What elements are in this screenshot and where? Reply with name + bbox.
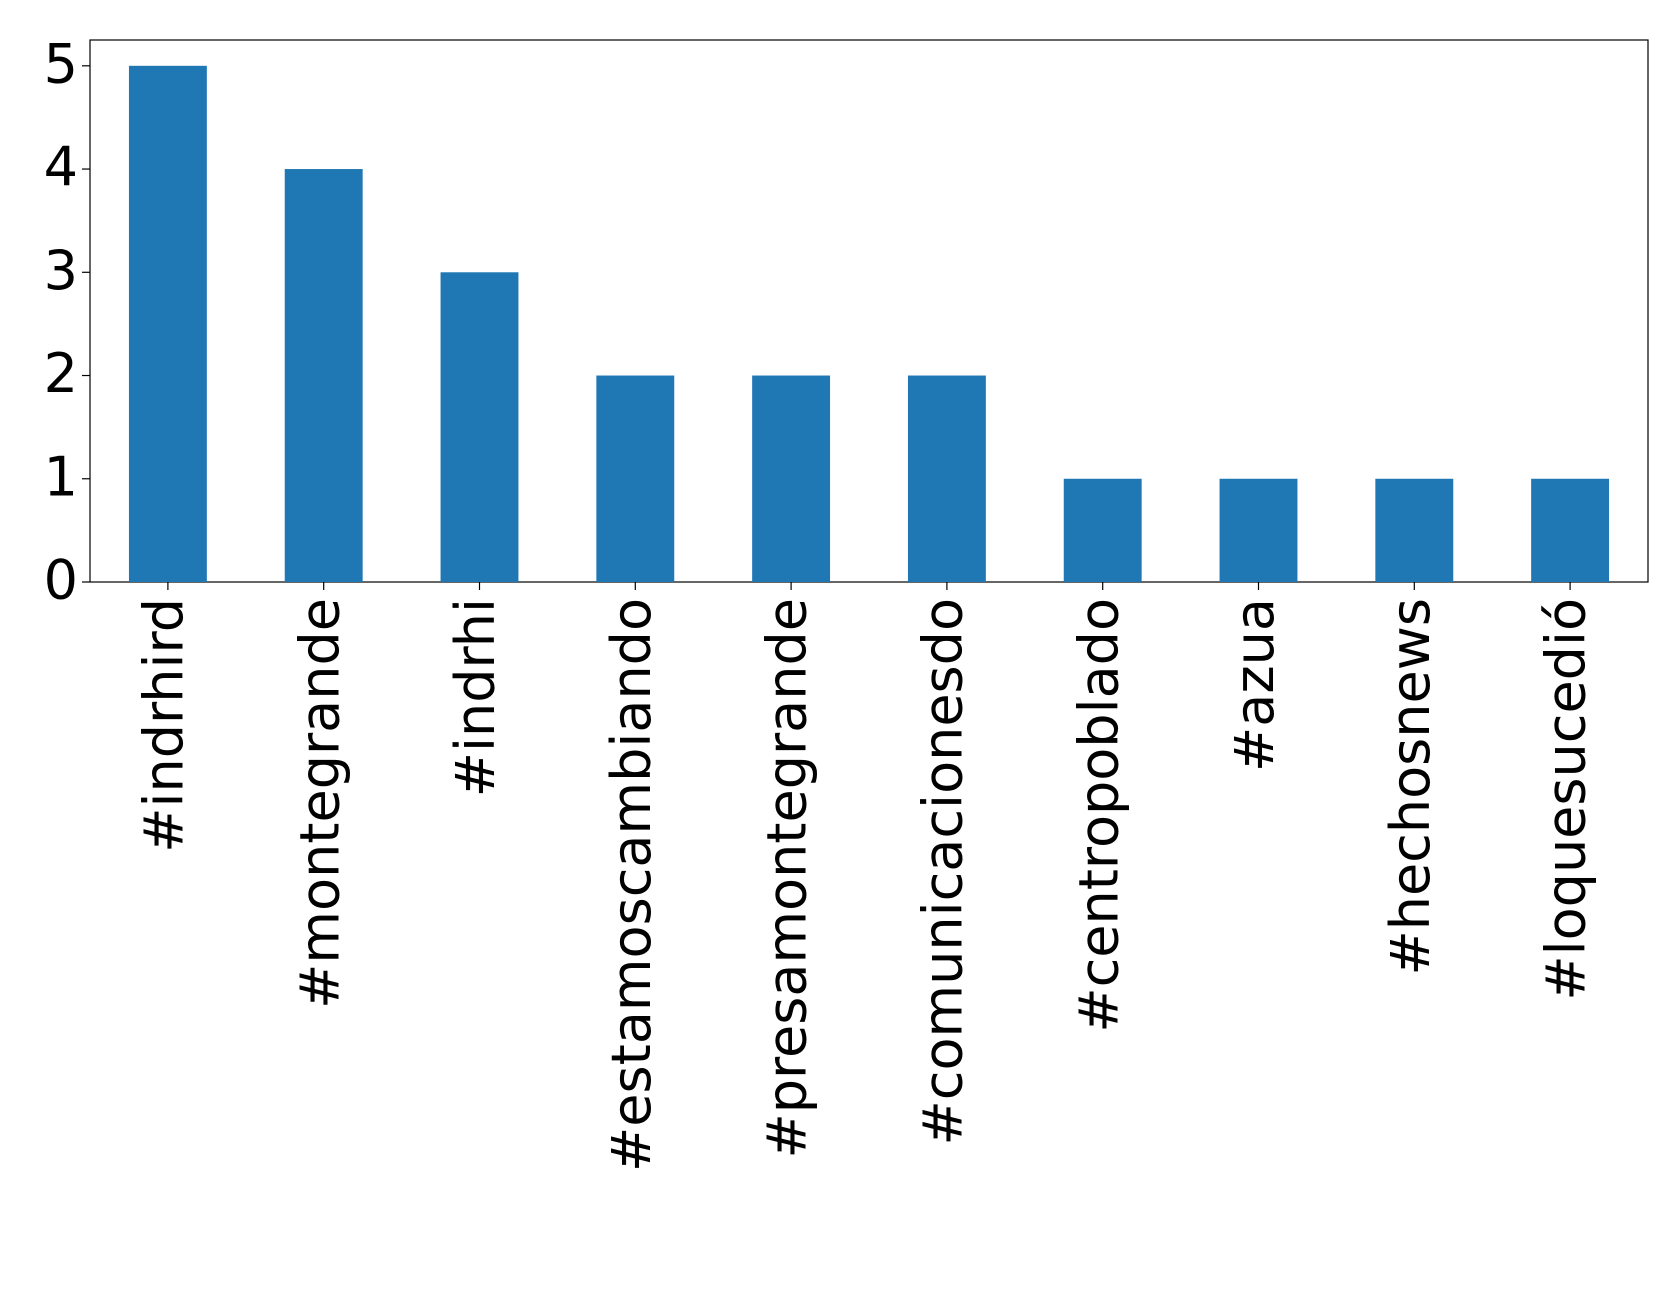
- bar: [1375, 478, 1454, 582]
- x-tick-label: #azua: [1223, 598, 1286, 772]
- bar: [1063, 478, 1142, 582]
- bar: [907, 375, 986, 582]
- x-tick-label: #montegrande: [288, 598, 351, 1009]
- x-tick-label: #comunicacionesdo: [912, 598, 975, 1145]
- bar: [1531, 478, 1610, 582]
- y-tick-label: 0: [44, 549, 78, 612]
- x-tick-label: #loquesucedió: [1535, 598, 1598, 1001]
- y-tick-label: 2: [44, 342, 78, 405]
- bar: [440, 272, 519, 582]
- x-tick-label: #centropoblado: [1067, 598, 1130, 1033]
- x-tick-label: #indrhird: [133, 598, 196, 853]
- y-tick-label: 4: [44, 136, 78, 199]
- bar: [1219, 478, 1298, 582]
- bar: [752, 375, 831, 582]
- x-tick-label: #presamontegrande: [756, 598, 819, 1159]
- plot-frame: [89, 39, 1649, 583]
- x-tick-label: #estamoscambiando: [600, 598, 663, 1172]
- bar: [128, 65, 207, 583]
- bar: [596, 375, 675, 582]
- x-tick-label: #hechosnews: [1379, 598, 1442, 976]
- y-tick-label: 3: [44, 239, 78, 302]
- y-tick-label: 5: [44, 32, 78, 95]
- x-tick-label: #indrhi: [444, 598, 507, 797]
- y-tick-label: 1: [44, 445, 78, 508]
- bar: [284, 169, 363, 583]
